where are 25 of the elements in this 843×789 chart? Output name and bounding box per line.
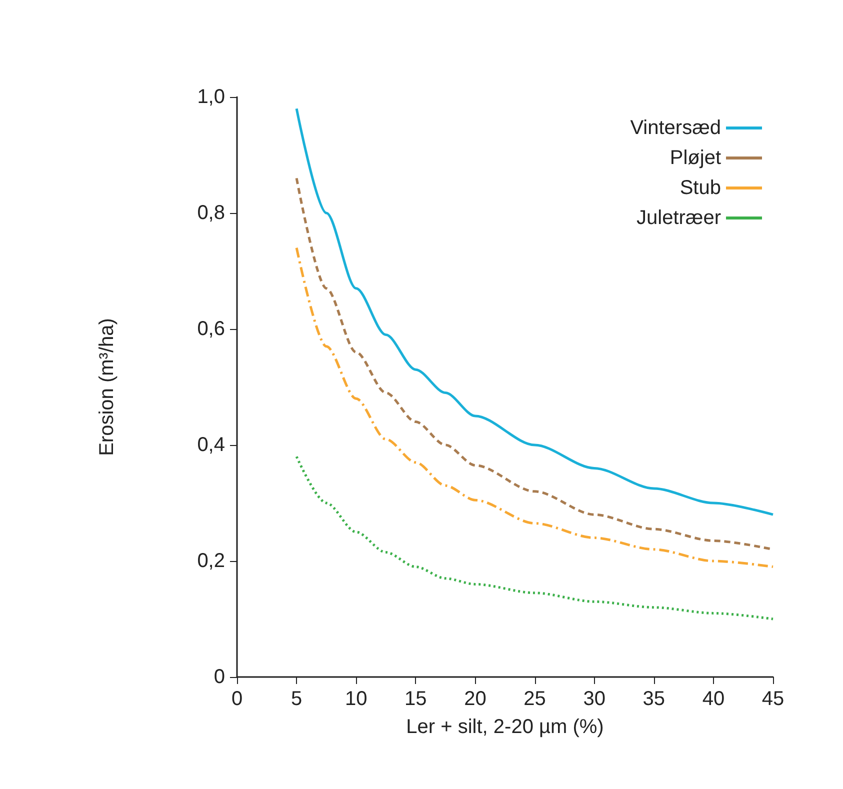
y-tick-label: 0,4 bbox=[197, 434, 225, 456]
legend-label: Vintersæd bbox=[630, 117, 721, 139]
legend-label: Stub bbox=[680, 177, 721, 199]
y-axis-title: Erosion (m³/ha) bbox=[96, 318, 118, 456]
x-tick-label: 25 bbox=[524, 688, 546, 710]
legend-label: Pløjet bbox=[670, 147, 722, 169]
y-tick-label: 0,6 bbox=[197, 318, 225, 340]
y-tick-label: 0 bbox=[214, 666, 225, 688]
x-tick-label: 0 bbox=[231, 688, 243, 710]
line-series bbox=[295, 246, 774, 568]
line-series bbox=[295, 455, 774, 620]
x-tick-label: 20 bbox=[464, 688, 486, 710]
y-tick-label: 0,8 bbox=[197, 202, 225, 224]
y-tick-label: 1,0 bbox=[197, 86, 225, 108]
x-tick-label: 30 bbox=[583, 688, 606, 710]
line-series bbox=[295, 107, 774, 516]
legend-label: Juletræer bbox=[636, 207, 722, 229]
x-tick-label: 10 bbox=[344, 688, 368, 710]
x-tick-label: 40 bbox=[702, 688, 725, 710]
x-tick-label: 45 bbox=[762, 688, 784, 710]
y-tick-label: 0,2 bbox=[197, 550, 225, 572]
x-tick-label: 5 bbox=[290, 688, 302, 710]
x-axis-title: Ler + silt, 2-20 µm (%) bbox=[406, 716, 604, 738]
x-tick-label: 15 bbox=[404, 688, 427, 710]
x-tick-label: 35 bbox=[642, 688, 666, 710]
